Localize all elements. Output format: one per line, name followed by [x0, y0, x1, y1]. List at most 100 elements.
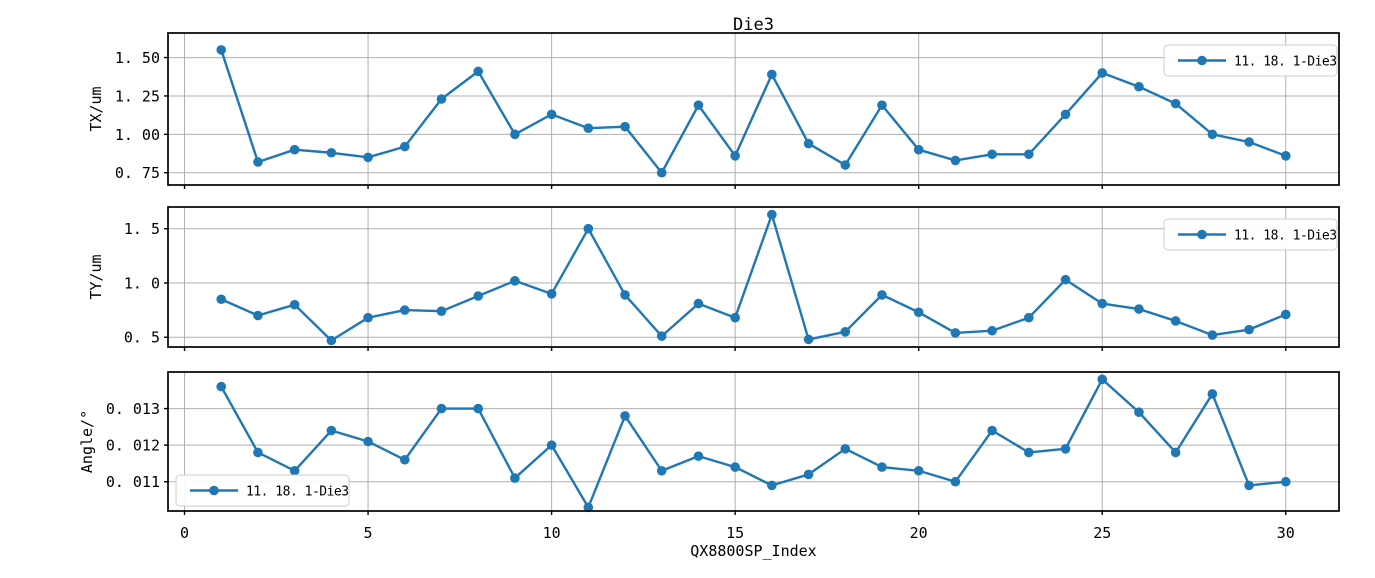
data-point [1097, 374, 1108, 385]
data-line-tx [220, 49, 1287, 174]
subplot-ty: 0. 5 1. 0 1. 5 TY/um 11. 18. 1-Die3 [87, 206, 1340, 351]
data-point [656, 331, 667, 341]
data-point [510, 129, 520, 140]
data-point [987, 325, 997, 336]
data-point [767, 480, 777, 491]
data-point [1060, 274, 1071, 285]
legend-box [1163, 218, 1338, 251]
plot-border [167, 206, 1340, 348]
data-point [216, 45, 227, 55]
data-point [363, 152, 373, 163]
x-tick-label: 0 [180, 524, 189, 542]
legend-marker-sample [1197, 229, 1207, 240]
data-point [1280, 309, 1291, 320]
legend-marker-sample [209, 485, 219, 496]
data-point [767, 209, 777, 220]
subplot-tx: 0. 75 1. 00 1. 25 1. 50 TX/um 11. 18. 1-Die3 [87, 32, 1340, 189]
data-point [1207, 129, 1218, 140]
data-point [840, 444, 851, 454]
x-tick-label: 25 [1093, 524, 1111, 542]
data-point [436, 306, 447, 316]
x-tick-label: 5 [364, 524, 373, 542]
legend-angle: 11. 18. 1-Die3 [175, 474, 350, 507]
data-point [693, 451, 704, 461]
data-point [693, 100, 704, 110]
y-axis-label-tx: TX/um [87, 86, 105, 131]
data-point [1280, 476, 1291, 487]
data-point [363, 436, 373, 447]
data-point [877, 462, 887, 472]
data-point [289, 144, 300, 155]
data-point [1097, 68, 1108, 78]
legend-label: 11. 18. 1-Die3 [246, 485, 349, 500]
data-point [326, 335, 337, 346]
data-point [546, 109, 557, 120]
data-point [1207, 330, 1218, 340]
legend-ty: 11. 18. 1-Die3 [1163, 218, 1338, 251]
data-point [1060, 109, 1071, 120]
data-point [913, 307, 924, 318]
legend-label: 11. 18. 1-Die3 [1234, 229, 1337, 244]
data-point [216, 294, 227, 305]
data-point [877, 100, 887, 110]
chart-title: Die3 [733, 15, 774, 35]
data-point [656, 465, 667, 476]
data-point [546, 440, 557, 450]
data-line-ty [220, 213, 1287, 342]
data-point [950, 476, 961, 487]
y-tick-label: 1. 25 [115, 87, 160, 105]
data-line-angle [220, 378, 1286, 509]
y-tick-label: 1. 5 [124, 220, 160, 238]
y-tick-label: 0. 011 [106, 473, 160, 491]
data-point [730, 462, 740, 472]
data-point [803, 469, 814, 480]
data-point [363, 312, 373, 323]
data-point [1060, 444, 1071, 454]
data-point [399, 141, 410, 152]
data-point [583, 502, 594, 513]
data-point [840, 327, 851, 337]
data-point [326, 147, 337, 158]
data-point [253, 157, 263, 167]
data-point [1024, 312, 1034, 323]
y-tick-label: 1. 0 [124, 274, 160, 292]
legend-marker-sample [1197, 55, 1207, 66]
data-point [1097, 298, 1108, 309]
data-point [510, 473, 520, 483]
data-point [1134, 304, 1144, 314]
x-tick-label: 10 [543, 524, 561, 542]
data-point [877, 290, 887, 300]
data-point [546, 289, 557, 299]
y-tick-label: 0. 5 [124, 329, 160, 347]
y-tick-label: 0. 013 [106, 400, 160, 418]
data-point [987, 425, 997, 436]
data-point [693, 298, 704, 309]
x-tick-label: 30 [1277, 524, 1295, 542]
data-point [950, 155, 961, 166]
x-tick-label: 20 [910, 524, 928, 542]
data-point [473, 403, 483, 414]
data-point [253, 310, 263, 321]
data-point [767, 69, 777, 80]
y-axis-label-ty: TY/um [87, 254, 105, 299]
data-point [289, 299, 300, 310]
data-point [1134, 407, 1144, 418]
data-point [1024, 447, 1034, 458]
y-tick-label: 0. 012 [106, 437, 160, 455]
data-point [436, 403, 447, 414]
data-point [1134, 81, 1144, 92]
plot-border [167, 371, 1340, 512]
y-axis-label-angle: Angle/° [78, 410, 96, 473]
data-point [473, 66, 483, 77]
data-point [620, 411, 630, 421]
x-axis-label: QX8800SP_Index [690, 542, 816, 560]
data-point [436, 94, 447, 104]
x-tick-label: 15 [726, 524, 744, 542]
legend-label: 11. 18. 1-Die3 [1234, 55, 1337, 70]
data-point [656, 167, 667, 178]
legend-tx: 11. 18. 1-Die3 [1163, 44, 1338, 77]
data-point [253, 447, 263, 458]
data-point [1244, 324, 1254, 335]
